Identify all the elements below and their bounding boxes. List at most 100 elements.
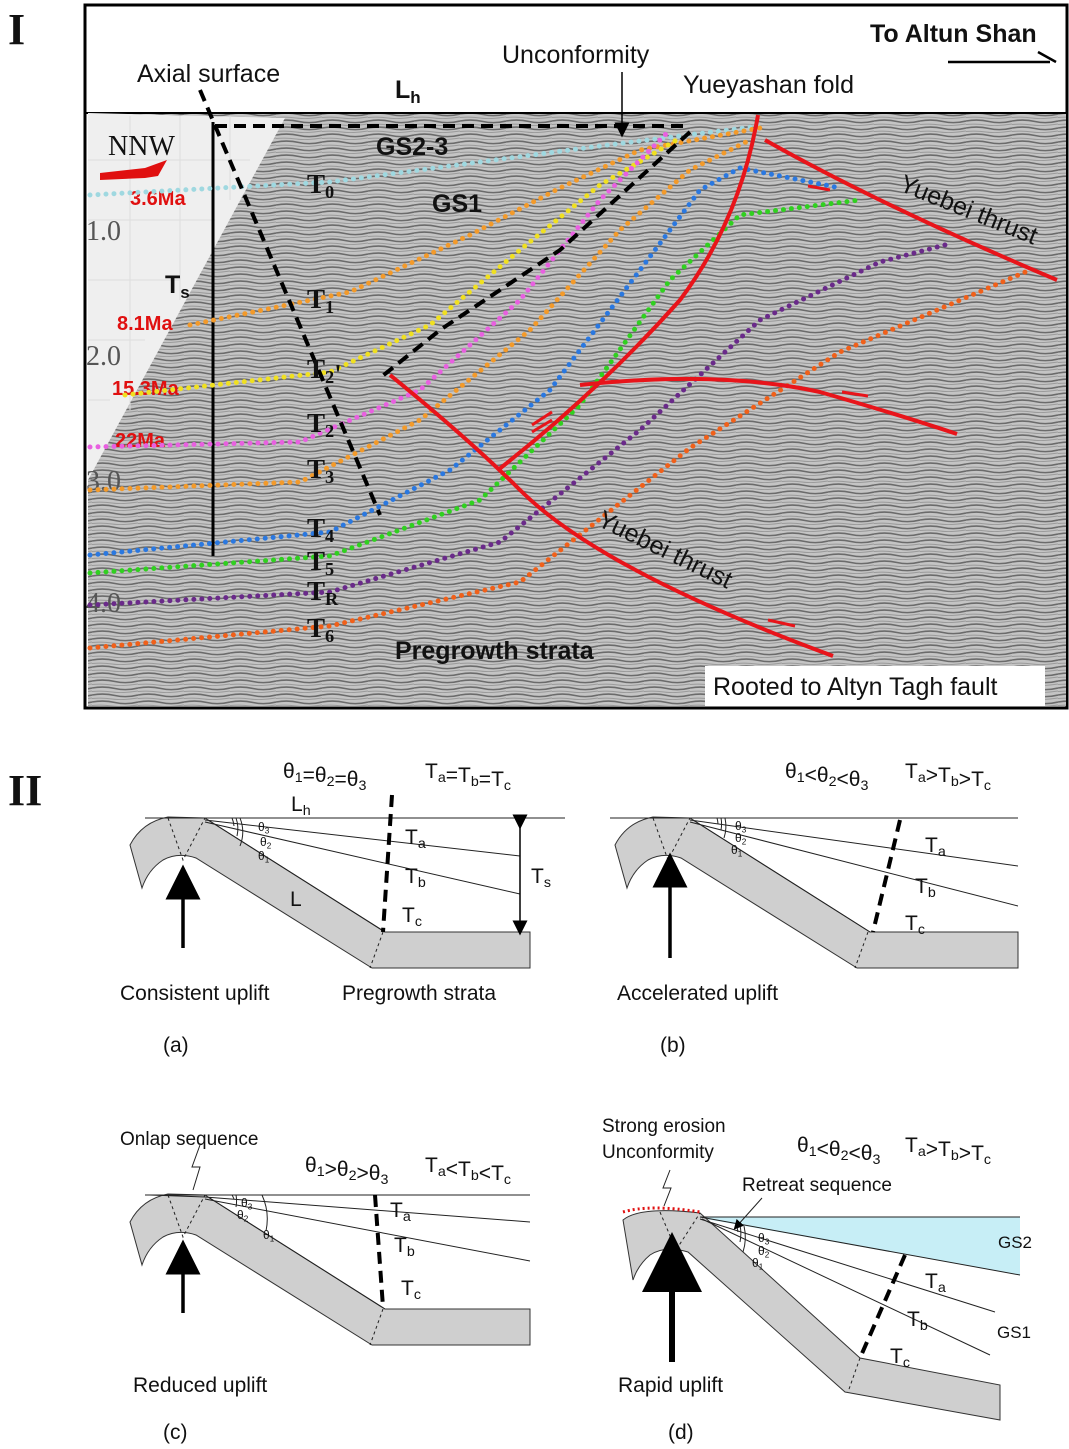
text-part: T [890, 1345, 903, 1368]
label: θ1<θ2<θ3 [785, 760, 868, 794]
depth-label: 3.0 [86, 466, 121, 497]
subpanel-a: θ1=θ2=θ3 Ta=Tb=Tc Lh θ3 θ2 θ1 Ta Tb Tc L… [120, 760, 565, 1057]
text-part: > [959, 1142, 971, 1165]
text-part: a [938, 1280, 946, 1296]
label: Tc [905, 912, 925, 938]
text-part: c [504, 1172, 511, 1188]
text-part: R [325, 589, 339, 609]
text-part: a [918, 1144, 926, 1160]
label: Tc [402, 904, 422, 930]
text-part: a [918, 770, 926, 786]
text-part: T [307, 613, 325, 643]
text-part: h [410, 88, 420, 107]
text-part: θ [283, 760, 295, 783]
label: θ3 [258, 820, 270, 835]
label: Ta=Tb=Tc [425, 760, 511, 794]
text-part: T [307, 513, 325, 543]
panel-label: I [8, 5, 25, 54]
text-part: θ [369, 1162, 381, 1185]
text-part: b [471, 1168, 479, 1184]
label: Lh [291, 793, 311, 819]
text-part: 2 [325, 367, 334, 387]
text-part: 2 [325, 421, 334, 441]
text-part: = [446, 764, 458, 787]
text-part: b [920, 1318, 928, 1334]
label: Tc [890, 1345, 910, 1371]
text-part: s [544, 875, 551, 891]
label: L [290, 888, 302, 911]
drawing-path [192, 1145, 200, 1190]
text-part: T [925, 1270, 938, 1293]
rooted-label: Rooted to Altyn Tagh fault [713, 673, 998, 701]
drawing-path [717, 818, 726, 838]
text-part: b [951, 1148, 959, 1164]
label: Tb [405, 865, 426, 891]
text-part: T [425, 1154, 438, 1177]
text-part: > [357, 1162, 369, 1185]
text-part: T [458, 764, 471, 787]
text-part: T [905, 1134, 918, 1157]
axial-surface-label: Axial surface [137, 60, 280, 88]
text-part: a [418, 836, 426, 852]
label: Ta [390, 1199, 411, 1225]
label: (b) [660, 1034, 686, 1057]
text-part: 3 [742, 825, 747, 834]
text-part: 2 [349, 1168, 357, 1184]
text-part: 3 [325, 467, 334, 487]
text-part: = [335, 768, 347, 791]
text-part: 1 [295, 770, 303, 786]
text-part: 2 [841, 1148, 849, 1164]
text-part: a [403, 1209, 411, 1225]
text-part: T [925, 834, 938, 857]
text-part: c [903, 1355, 910, 1371]
figure: I To Altun Shan Axial surface Unconformi… [0, 0, 1069, 1449]
label: Ta [405, 826, 426, 852]
subpanel-c: θ1>θ2>θ3 Ta<Tb<Tc θ3 θ2 θ1 Ta Tb Tc Redu… [130, 1145, 530, 1444]
text-part: 1 [265, 855, 270, 864]
text-part: T [425, 760, 438, 783]
text-part: < [837, 768, 849, 791]
text-part: θ [785, 760, 797, 783]
pregrowth-label: Pregrowth strata [395, 637, 595, 665]
text-part: θ [797, 1134, 809, 1157]
text-part: 1 [325, 297, 334, 317]
text-part: T [307, 169, 325, 199]
text-part: > [325, 1158, 337, 1181]
age-label: 22Ma [115, 430, 166, 452]
text-part: 1 [759, 1262, 764, 1271]
text-part: θ [337, 1158, 349, 1181]
label: (a) [163, 1034, 189, 1057]
text-part: 2 [327, 774, 335, 790]
label: Accelerated uplift [617, 982, 778, 1005]
nnw-label: NNW [108, 131, 175, 162]
label: θ1>θ2>θ3 [305, 1154, 388, 1188]
label: θ1 [263, 1228, 275, 1243]
text-part: s [180, 283, 189, 302]
label: Ta>Tb>Tc [905, 1134, 991, 1168]
text-part: T [405, 865, 418, 888]
text-part: 3 [765, 1237, 770, 1246]
text-part: b [407, 1244, 415, 1260]
text-part: θ [315, 764, 327, 787]
text-part: ' [334, 359, 342, 389]
label: Rapid uplift [618, 1374, 723, 1397]
text-part: 3 [248, 1202, 253, 1211]
text-part: b [418, 875, 426, 891]
text-part: T [905, 760, 918, 783]
drawing-path [130, 817, 530, 968]
text-part: 6 [325, 626, 334, 646]
text-part: = [303, 764, 315, 787]
text-part: b [928, 885, 936, 901]
label: (d) [668, 1421, 694, 1444]
drawing-line [873, 820, 900, 932]
text-part: T [531, 865, 544, 888]
text-part: c [918, 922, 925, 938]
depth-label: 1.0 [86, 216, 121, 247]
label: Pregrowth strata [342, 982, 496, 1005]
text-part: T [165, 271, 180, 299]
text-part: T [491, 768, 504, 791]
text-part: T [458, 1158, 471, 1181]
text-part: L [291, 793, 303, 816]
text-part: T [390, 1199, 403, 1222]
drawing-path [130, 1194, 530, 1345]
